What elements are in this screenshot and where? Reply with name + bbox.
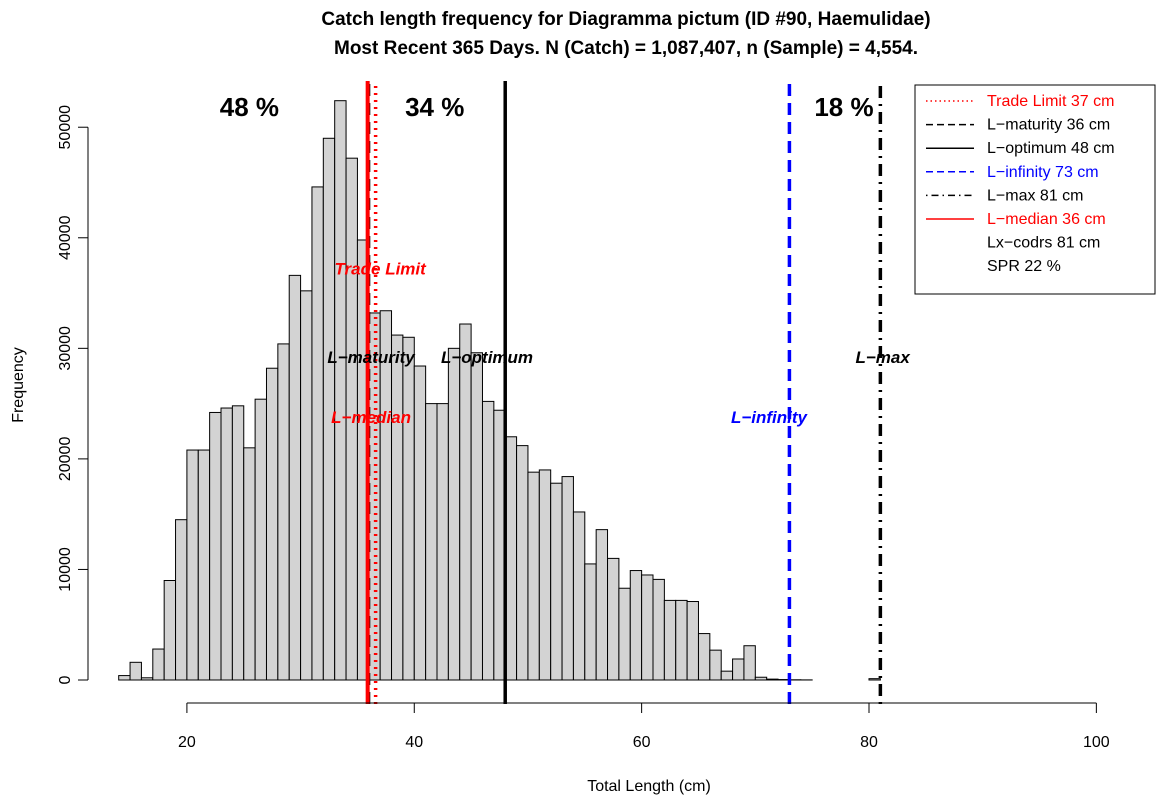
histogram-bar — [186, 449, 199, 681]
histogram-bar — [686, 601, 699, 681]
histogram-bar — [481, 400, 495, 681]
histogram-bar — [459, 323, 472, 681]
histogram-bar — [595, 529, 609, 681]
x-tick-label: 80 — [860, 734, 878, 751]
histogram-bar — [732, 658, 745, 681]
histogram-bar — [254, 398, 267, 681]
histogram-bar — [561, 476, 574, 681]
histogram-bar — [129, 661, 142, 681]
legend-entry-l_optimum: L−optimum 48 cm — [987, 140, 1115, 157]
histogram-bar — [265, 367, 279, 681]
legend-entry-trade_limit: Trade Limit 37 cm — [987, 93, 1114, 110]
histogram-bar — [618, 587, 631, 681]
histogram-bar — [754, 676, 768, 681]
histogram-bar — [572, 511, 586, 681]
legend-entry-l_maturity: L−maturity 36 cm — [987, 117, 1110, 134]
legend-box — [914, 84, 1156, 295]
legend-entry-l_median: L−median 36 cm — [987, 211, 1106, 228]
histogram-bar — [209, 411, 222, 681]
y-tick-label: 10000 — [57, 547, 74, 592]
reference-label-l_median: L−median — [331, 408, 411, 427]
histogram-bars — [118, 100, 881, 681]
histogram-bar — [652, 578, 665, 681]
histogram-bar — [550, 482, 563, 681]
histogram-bar — [243, 447, 256, 681]
histogram-bar — [277, 343, 290, 681]
reference-label-l_optimum: L−optimum — [441, 348, 533, 367]
histogram-bar — [538, 469, 552, 681]
legend-entry-lx_codrs: Lx−codrs 81 cm — [987, 235, 1100, 252]
histogram-bar — [720, 670, 734, 681]
histogram-bar — [766, 678, 779, 681]
histogram-bar — [663, 599, 677, 681]
histogram-bar — [527, 471, 540, 681]
legend-entry-l_infinity: L−infinity 73 cm — [987, 164, 1099, 181]
histogram-bar — [300, 290, 313, 681]
histogram-bar — [334, 100, 347, 681]
reference-label-l_max: L−max — [855, 348, 911, 367]
x-tick-label: 20 — [178, 734, 196, 751]
histogram-bar — [231, 405, 245, 681]
histogram-bar — [391, 334, 404, 681]
histogram-bar — [152, 648, 165, 681]
histogram-bar — [402, 336, 415, 681]
x-tick-label: 100 — [1083, 734, 1110, 751]
y-axis: 0 10000 20000 30000 40000 50000 — [57, 105, 89, 684]
histogram-bar — [447, 347, 461, 681]
histogram-bar — [436, 403, 449, 681]
reference-label-l_maturity: L−maturity — [327, 348, 416, 367]
x-tick-label: 60 — [633, 734, 651, 751]
histogram-bar — [220, 407, 233, 681]
histogram-bar — [709, 649, 722, 681]
legend: Trade Limit 37 cm L−maturity 36 cm L−optim… — [914, 84, 1156, 295]
percent-label: 48 % — [220, 92, 279, 122]
reference-label-l_infinity: L−infinity — [731, 408, 809, 427]
histogram-bar — [743, 645, 756, 681]
chart-title: Catch length frequency for Diagramma pic… — [321, 9, 930, 30]
percent-label: 34 % — [405, 92, 464, 122]
histogram-bar — [584, 563, 597, 681]
histogram-bar — [118, 675, 131, 681]
histogram-bar — [516, 445, 529, 681]
histogram-bar — [197, 449, 211, 681]
histogram-bar — [868, 678, 881, 681]
reference-lines — [365, 81, 883, 704]
histogram-bar — [175, 519, 188, 681]
x-axis: 20 40 60 80 100 — [178, 702, 1110, 751]
y-tick-label: 20000 — [57, 437, 74, 482]
percent-label: 18 % — [814, 92, 873, 122]
reference-labels: Trade Limit L−maturity L−optimum L−infinity… — [327, 260, 911, 427]
legend-entry-l_max: L−max 81 cm — [987, 187, 1083, 204]
histogram-bar — [140, 677, 154, 681]
histogram-bar — [470, 352, 483, 681]
x-tick-label: 40 — [405, 734, 423, 751]
histogram-bar — [675, 599, 688, 681]
histogram-bar — [697, 633, 711, 681]
histogram-bar — [641, 574, 654, 681]
histogram-bar — [607, 557, 620, 681]
histogram-bar — [629, 570, 643, 681]
y-tick-label: 0 — [57, 675, 74, 684]
percent-labels: 48 % 34 % 18 % — [220, 92, 874, 122]
histogram-bar — [413, 365, 427, 681]
y-tick-label: 50000 — [57, 105, 74, 150]
y-axis-label: Frequency — [10, 347, 27, 423]
reference-label-trade_limit: Trade Limit — [334, 260, 427, 279]
histogram-bar — [163, 580, 177, 681]
histogram-bar — [425, 403, 438, 681]
histogram-bar — [368, 312, 381, 681]
x-axis-label: Total Length (cm) — [587, 778, 711, 795]
legend-entry-spr: SPR 22 % — [987, 258, 1061, 275]
histogram-bar — [288, 274, 302, 681]
histogram-bar — [311, 186, 324, 681]
y-tick-label: 30000 — [57, 326, 74, 371]
y-tick-label: 40000 — [57, 215, 74, 260]
chart-subtitle: Most Recent 365 Days. N (Catch) = 1,087,… — [334, 38, 918, 59]
